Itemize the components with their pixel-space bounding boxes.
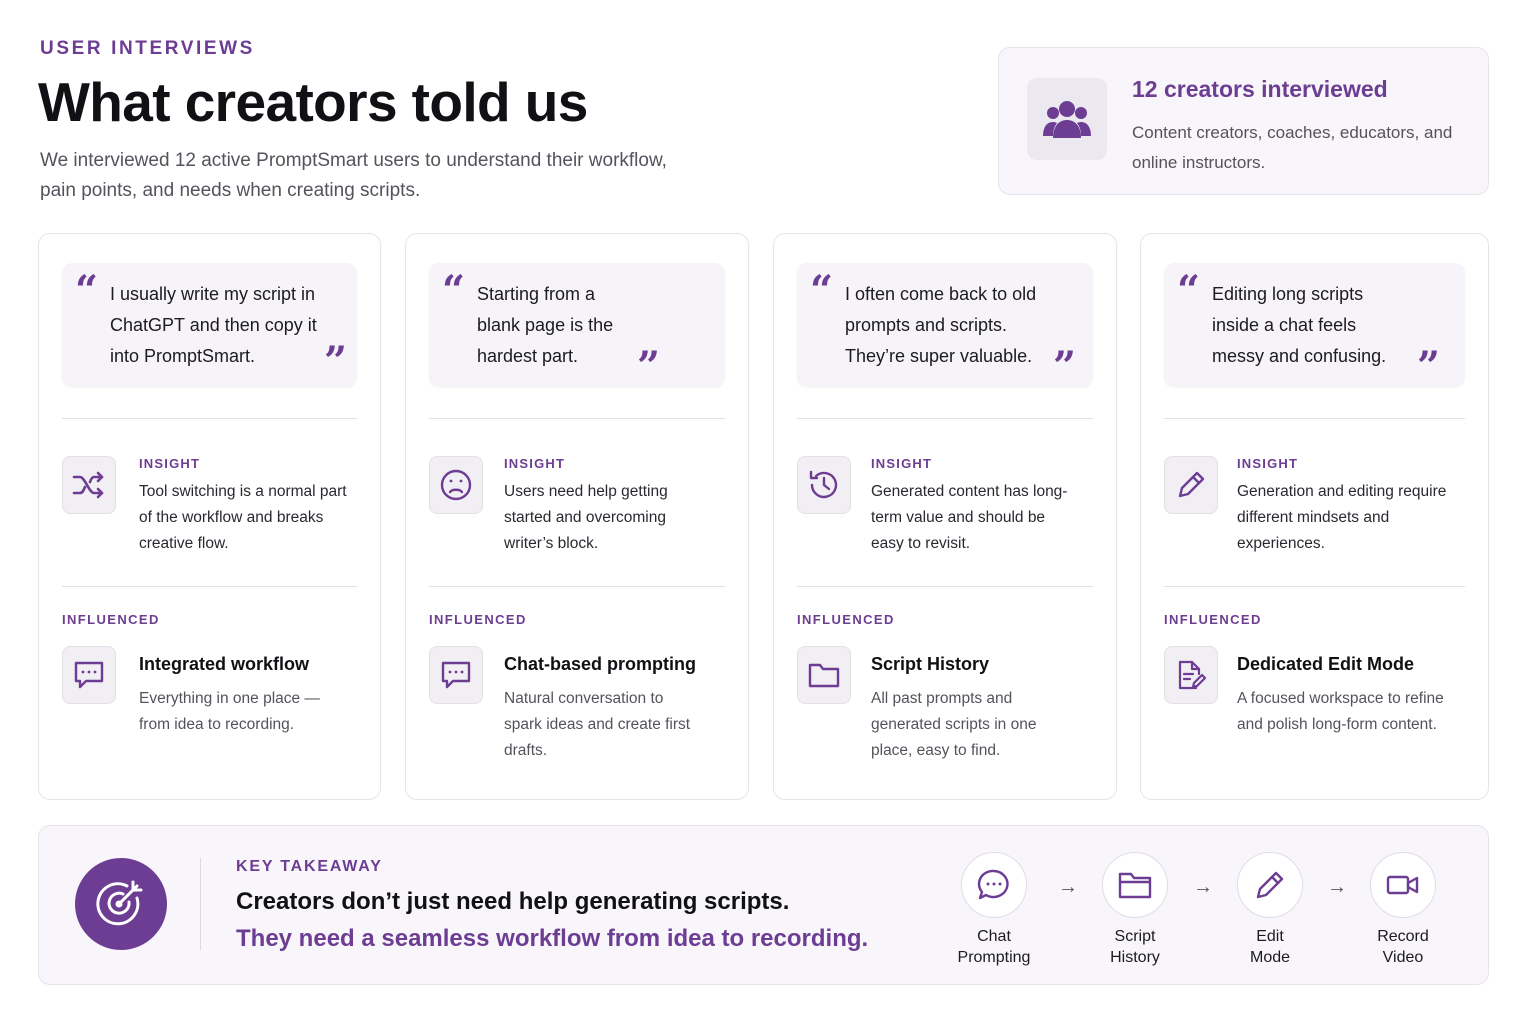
interview-card-4: “ Editing long scripts inside a chat fee… [1140, 233, 1489, 800]
chat-bubble-icon [429, 646, 483, 704]
divider [1164, 586, 1465, 587]
insight-text: Generation and editing require different… [1237, 483, 1447, 552]
takeaway-headline: Creators don’t just need help generating… [236, 888, 790, 915]
frown-icon [429, 456, 483, 514]
quote-open-icon: “ [1177, 267, 1201, 314]
quote-close-icon: ” [637, 343, 661, 390]
folder-icon [1102, 852, 1168, 918]
quote-text: Starting from a blank page is the hardes… [477, 284, 614, 366]
feature-title: Script History [871, 654, 990, 674]
feature-title: Dedicated Edit Mode [1237, 654, 1415, 674]
interview-card-1: “ I usually write my script in ChatGPT a… [38, 233, 381, 800]
feature-text: A focused workspace to refine and polish… [1237, 690, 1444, 733]
key-takeaway-panel: KEY TAKEAWAY Creators don’t just need he… [38, 825, 1489, 985]
insight-label: INSIGHT [1237, 456, 1299, 471]
quote-text: I often come back to old prompts and scr… [845, 284, 1037, 366]
quote-open-icon: “ [75, 267, 99, 314]
flow-step-edit-mode: Edit Mode [1210, 852, 1330, 968]
quote-box: “ Starting from a blank page is the hard… [429, 263, 725, 387]
stat-card: 12 creators interviewed Content creators… [998, 47, 1489, 195]
flow-label: Script History [1110, 928, 1160, 966]
flow-step-chat-prompting: Chat Prompting [934, 852, 1054, 968]
divider [797, 586, 1093, 587]
shuffle-icon [62, 456, 116, 514]
takeaway-label: KEY TAKEAWAY [236, 858, 383, 875]
pencil-icon [1237, 852, 1303, 918]
feature-text: All past prompts and generated scripts i… [871, 690, 1037, 759]
page-title: What creators told us [38, 71, 588, 133]
insight-text: Users need help getting started and over… [504, 483, 668, 552]
interview-card-3: “ I often come back to old prompts and s… [773, 233, 1117, 800]
quote-close-icon: ” [1417, 343, 1441, 390]
flow-step-record-video: Record Video [1343, 852, 1463, 968]
feature-title: Chat-based prompting [504, 654, 696, 674]
stat-text: Content creators, coaches, educators, an… [1132, 123, 1453, 172]
divider [62, 418, 357, 419]
interview-card-2: “ Starting from a blank page is the hard… [405, 233, 749, 800]
history-icon [797, 456, 851, 514]
influenced-label: INFLUENCED [429, 612, 527, 627]
feature-title: Integrated workflow [139, 654, 310, 674]
divider [797, 418, 1093, 419]
chat-bubble-icon [62, 646, 116, 704]
divider [429, 586, 725, 587]
quote-close-icon: ” [324, 338, 348, 385]
insight-label: INSIGHT [871, 456, 933, 471]
quote-box: “ I usually write my script in ChatGPT a… [62, 263, 357, 387]
quote-open-icon: “ [810, 267, 834, 314]
divider [429, 418, 725, 419]
arrow-right-icon: → [1193, 876, 1213, 898]
arrow-right-icon: → [1327, 876, 1347, 898]
quote-close-icon: ” [1053, 343, 1077, 390]
insight-text: Generated content has long-term value an… [871, 483, 1068, 552]
folder-icon [797, 646, 851, 704]
divider [1164, 418, 1465, 419]
quote-box: “ Editing long scripts inside a chat fee… [1164, 263, 1465, 387]
stat-title: 12 creators interviewed [1132, 76, 1388, 102]
page-subtitle: We interviewed 12 active PromptSmart use… [40, 150, 667, 201]
eyebrow: USER INTERVIEWS [40, 38, 255, 59]
flow-label: Record Video [1377, 928, 1429, 966]
takeaway-divider [200, 858, 201, 950]
pencil-icon [1164, 456, 1218, 514]
flow-label: Chat Prompting [957, 928, 1031, 966]
divider [62, 586, 357, 587]
insight-text: Tool switching is a normal part of the w… [139, 483, 347, 552]
feature-text: Everything in one place — from idea to r… [139, 690, 320, 733]
quote-text: I usually write my script in ChatGPT and… [110, 284, 317, 366]
quote-box: “ I often come back to old prompts and s… [797, 263, 1093, 387]
feature-text: Natural conversation to spark ideas and … [504, 690, 691, 759]
arrow-right-icon: → [1058, 876, 1078, 898]
flow-label: Edit Mode [1249, 928, 1291, 966]
quote-open-icon: “ [442, 267, 466, 314]
flow-step-script-history: Script History [1075, 852, 1195, 968]
takeaway-subheadline: They need a seamless workflow from idea … [236, 925, 869, 952]
influenced-label: INFLUENCED [797, 612, 895, 627]
chat-bubble-icon [961, 852, 1027, 918]
users-icon [1027, 78, 1107, 160]
video-camera-icon [1370, 852, 1436, 918]
document-edit-icon [1164, 646, 1218, 704]
insight-label: INSIGHT [504, 456, 566, 471]
influenced-label: INFLUENCED [1164, 612, 1262, 627]
influenced-label: INFLUENCED [62, 612, 160, 627]
target-icon [75, 858, 167, 950]
quote-text: Editing long scripts inside a chat feels… [1212, 284, 1387, 366]
insight-label: INSIGHT [139, 456, 201, 471]
